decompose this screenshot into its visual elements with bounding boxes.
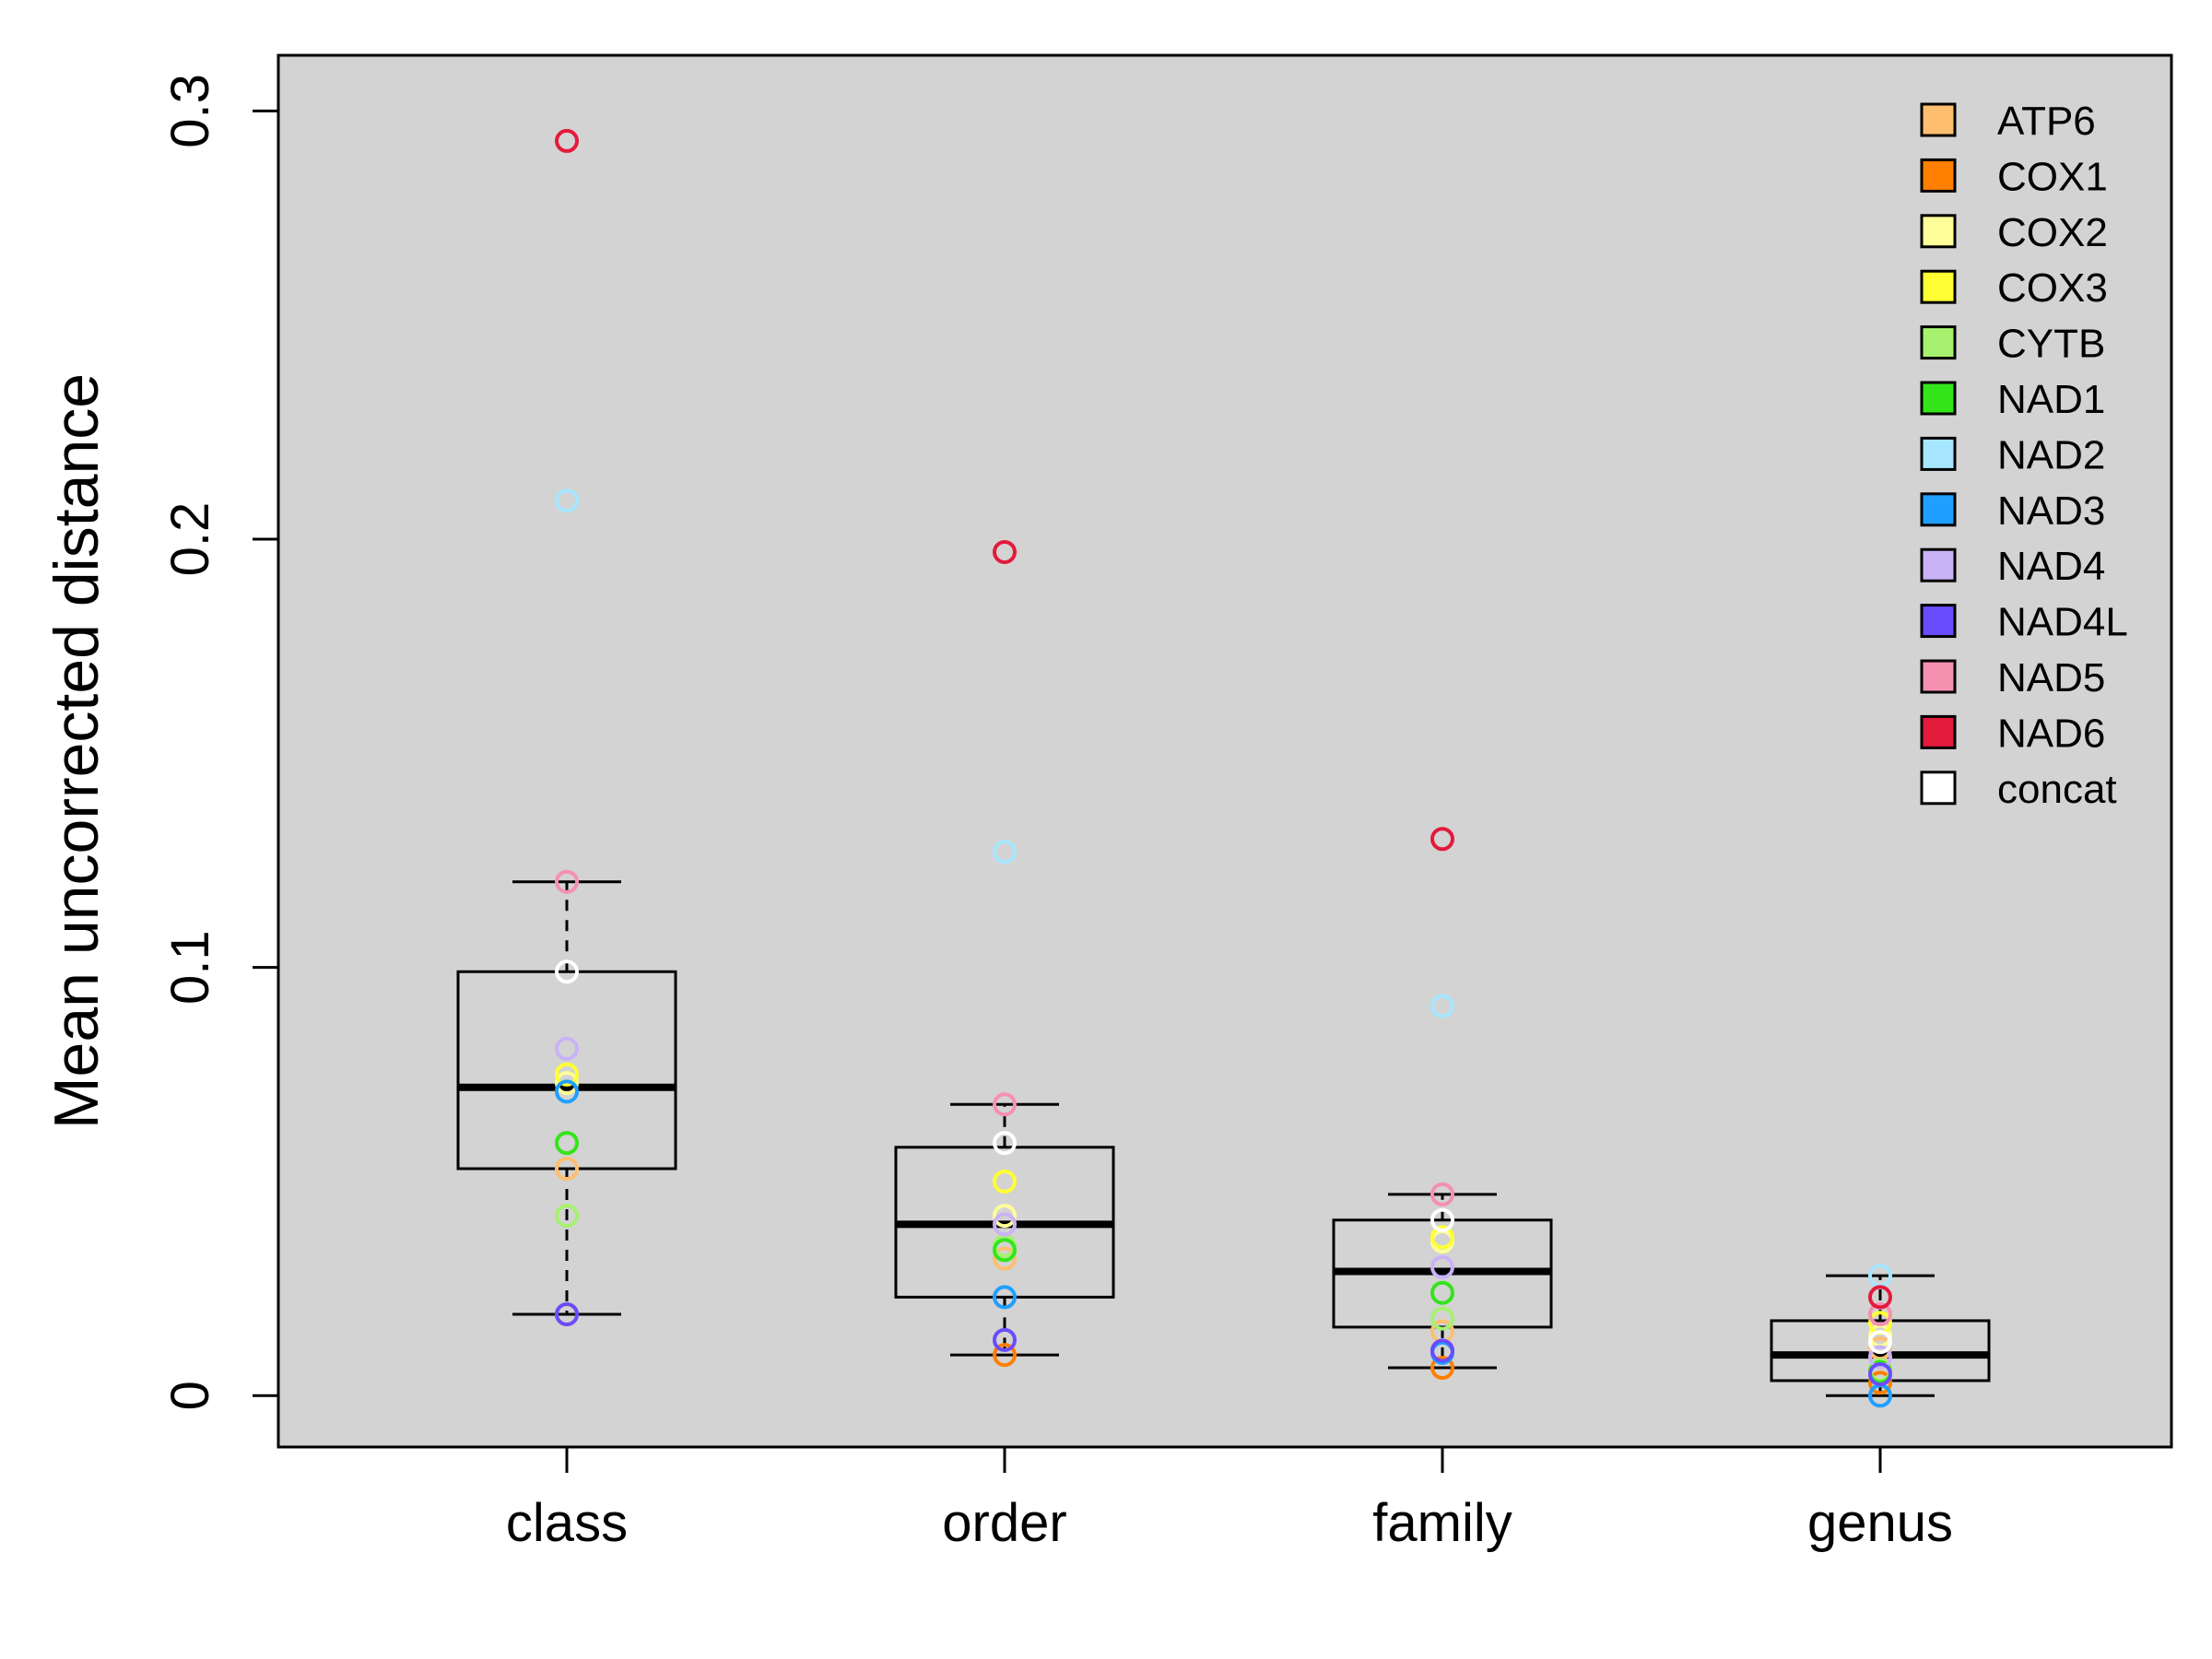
point-concat-order <box>993 1131 1017 1156</box>
legend-label-COX1: COX1 <box>1997 154 2108 199</box>
legend-swatch-COX2 <box>1920 214 1957 249</box>
series-NAD6 <box>555 128 1892 1310</box>
point-CYTB-family <box>1430 1306 1454 1331</box>
series-concat <box>555 959 1892 1355</box>
point-ATP6-class <box>555 1157 579 1181</box>
point-NAD4-order <box>993 1212 1017 1237</box>
legend: ATP6 COX1 COX2 COX3 CYTB NAD1 NAD2 NAD3 NAD4 NAD4… <box>1920 99 2128 812</box>
legend-swatch-concat <box>1920 771 1957 806</box>
point-concat-family <box>1430 1207 1454 1232</box>
legend-swatch-NAD3 <box>1920 492 1957 527</box>
legend-label-NAD2: NAD2 <box>1997 432 2105 477</box>
legend-label-CYTB: CYTB <box>1997 322 2105 367</box>
y-tick-label: 0 <box>160 1381 220 1410</box>
series-COX3 <box>555 1062 1892 1335</box>
point-NAD6-order <box>993 539 1017 564</box>
point-NAD5-order <box>993 1092 1017 1117</box>
legend-label-COX2: COX2 <box>1997 210 2108 255</box>
legend-swatch-ATP6 <box>1920 102 1957 137</box>
point-COX1-genus <box>1868 1371 1892 1395</box>
x-tick-label-order: order <box>942 1493 1066 1553</box>
point-NAD5-family <box>1430 1182 1454 1206</box>
x-tick-label-genus: genus <box>1807 1493 1953 1553</box>
legend-label-COX3: COX3 <box>1997 265 2108 311</box>
point-NAD5-class <box>555 869 579 894</box>
legend-label-NAD1: NAD1 <box>1997 377 2105 422</box>
boxes-layer <box>456 880 1991 1397</box>
y-axis-label: Mean uncorrected distance <box>41 373 112 1129</box>
plot-background <box>278 55 2171 1447</box>
x-tick-label-class: class <box>506 1493 628 1553</box>
points-layer <box>555 128 1892 1408</box>
legend-label-NAD5: NAD5 <box>1997 655 2105 700</box>
legend-swatch-NAD1 <box>1920 381 1957 416</box>
y-tick-label: 0.2 <box>160 502 220 577</box>
box-iqr <box>456 970 677 1171</box>
point-NAD6-class <box>555 128 579 153</box>
point-NAD4L-genus <box>1868 1362 1892 1387</box>
y-tick-label: 0.3 <box>160 74 220 148</box>
point-NAD1-family <box>1430 1280 1454 1305</box>
plot-frame <box>276 53 2173 1449</box>
point-NAD5-genus <box>1868 1301 1892 1326</box>
series-NAD5 <box>555 869 1892 1326</box>
point-COX2-order <box>993 1204 1017 1229</box>
legend-swatch-NAD4 <box>1920 547 1957 582</box>
point-CYTB-class <box>555 1204 579 1229</box>
legend-label-concat: concat <box>1997 767 2117 812</box>
point-NAD6-genus <box>1868 1285 1892 1310</box>
point-COX2-class <box>555 1071 579 1096</box>
point-NAD4-class <box>555 1036 579 1061</box>
point-concat-genus <box>1868 1330 1892 1355</box>
point-NAD3-class <box>555 1079 579 1104</box>
point-NAD6-family <box>1430 827 1454 852</box>
point-COX3-order <box>993 1169 1017 1194</box>
legend-label-NAD6: NAD6 <box>1997 711 2105 756</box>
point-NAD4L-order <box>993 1327 1017 1352</box>
legend-swatch-NAD4L <box>1920 604 1957 639</box>
point-NAD1-order <box>993 1238 1017 1263</box>
y-axis: 0 0.1 0.2 0.3 <box>160 74 278 1410</box>
series-NAD4L <box>555 1301 1892 1387</box>
point-COX1-family <box>1430 1356 1454 1381</box>
point-NAD2-class <box>555 488 579 513</box>
legend-swatch-NAD6 <box>1920 714 1957 749</box>
legend-label-NAD4L: NAD4L <box>1997 600 2128 645</box>
legend-label-NAD3: NAD3 <box>1997 488 2105 534</box>
point-NAD4-family <box>1430 1254 1454 1279</box>
point-NAD2-order <box>993 840 1017 865</box>
series-NAD4 <box>555 1036 1892 1370</box>
legend-swatch-COX3 <box>1920 269 1957 304</box>
legend-swatch-CYTB <box>1920 325 1957 360</box>
legend-swatch-NAD5 <box>1920 659 1957 694</box>
point-NAD4L-class <box>555 1301 579 1326</box>
legend-swatch-NAD2 <box>1920 436 1957 471</box>
point-NAD3-order <box>993 1285 1017 1310</box>
y-tick-label: 0.1 <box>160 930 220 1005</box>
point-COX1-order <box>993 1343 1017 1368</box>
legend-label-NAD4: NAD4 <box>1997 544 2105 589</box>
box-class <box>456 880 677 1316</box>
x-axis: class order family genus <box>506 1447 1953 1553</box>
series-NAD3 <box>555 1079 1892 1408</box>
legend-label-ATP6: ATP6 <box>1997 99 2096 144</box>
point-NAD1-class <box>555 1131 579 1156</box>
point-COX3-family <box>1430 1225 1454 1250</box>
point-NAD4L-family <box>1430 1338 1454 1363</box>
point-NAD4-genus <box>1868 1345 1892 1370</box>
point-ATP6-order <box>993 1246 1017 1271</box>
point-NAD2-family <box>1430 994 1454 1018</box>
point-COX3-class <box>555 1062 579 1087</box>
x-tick-label-family: family <box>1372 1493 1512 1553</box>
legend-swatch-COX1 <box>1920 158 1957 193</box>
point-concat-class <box>555 959 579 984</box>
